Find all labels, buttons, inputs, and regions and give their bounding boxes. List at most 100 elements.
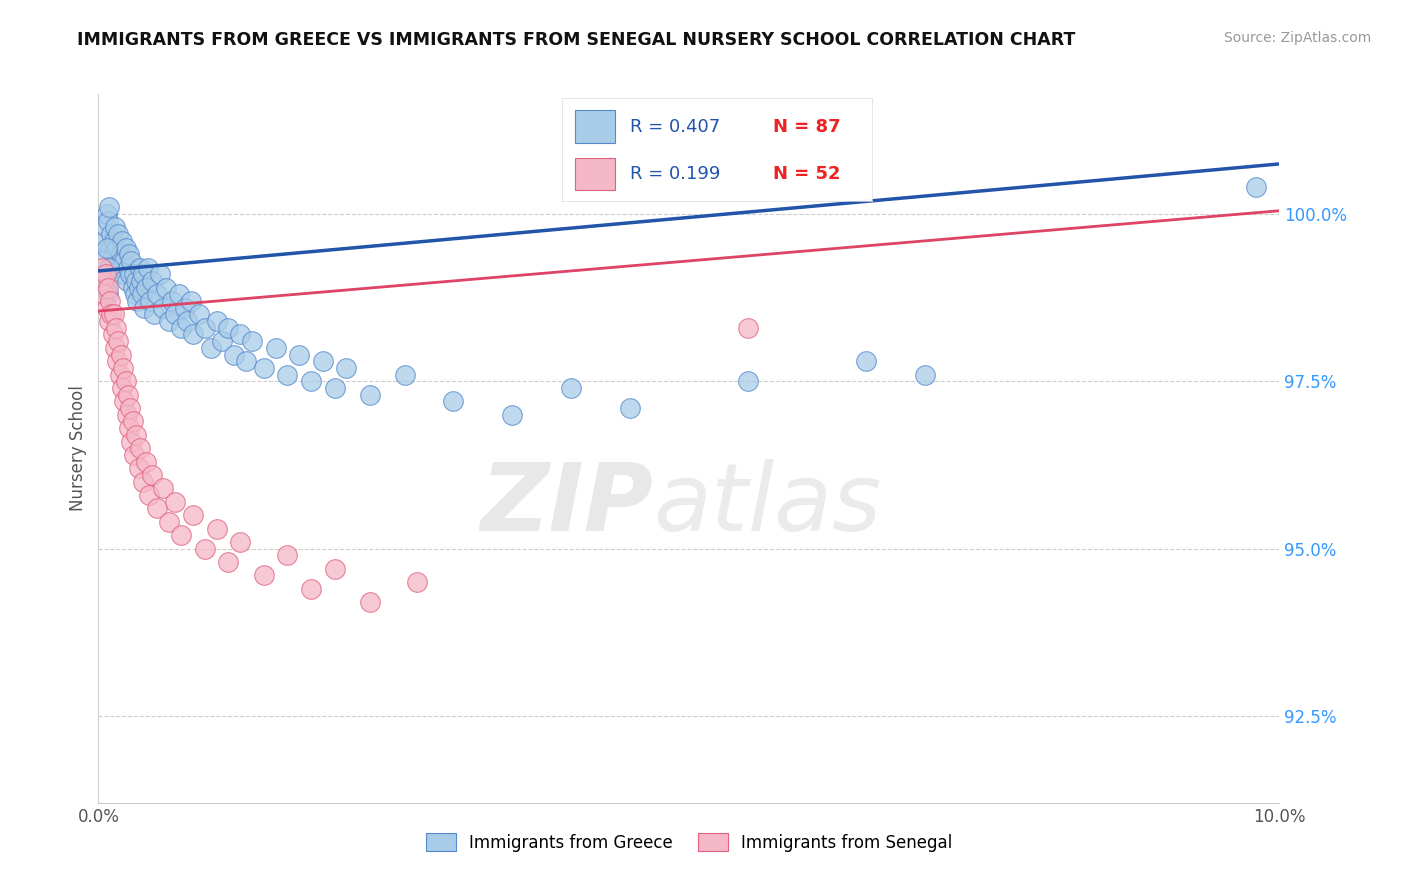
Point	[914, 368, 936, 382]
Point	[108, 260, 131, 275]
Point	[121, 434, 143, 449]
Point	[217, 555, 239, 569]
Point	[160, 293, 183, 308]
Point	[114, 374, 136, 388]
Point	[299, 582, 322, 596]
Point	[157, 314, 180, 328]
Point	[115, 408, 138, 422]
Point	[312, 354, 335, 368]
Point	[224, 347, 246, 361]
Point	[335, 360, 357, 375]
Point	[94, 220, 117, 235]
Point	[264, 341, 287, 355]
Text: atlas: atlas	[654, 459, 882, 550]
Point	[253, 568, 276, 582]
Point	[117, 260, 139, 275]
Point	[501, 408, 523, 422]
Point	[229, 535, 252, 549]
Point	[157, 515, 180, 529]
Point	[135, 454, 157, 468]
Point	[132, 475, 155, 489]
Point	[128, 461, 150, 475]
Point	[135, 280, 157, 294]
Point	[125, 274, 148, 288]
Point	[139, 293, 162, 308]
Point	[406, 574, 429, 589]
Point	[359, 387, 381, 401]
Point	[211, 334, 233, 349]
Point	[103, 234, 125, 248]
Point	[323, 561, 346, 575]
Point	[120, 268, 142, 282]
Text: R = 0.407: R = 0.407	[630, 118, 721, 136]
Point	[235, 354, 257, 368]
Point	[97, 213, 120, 227]
Point	[91, 274, 114, 288]
Point	[359, 595, 381, 609]
Point	[105, 320, 128, 334]
Point	[176, 314, 198, 328]
Point	[560, 381, 582, 395]
Point	[118, 247, 141, 261]
Point	[114, 240, 136, 254]
Point	[110, 247, 132, 261]
Point	[217, 320, 239, 334]
Point	[136, 260, 159, 275]
Point	[115, 274, 138, 288]
Point	[107, 334, 129, 349]
Point	[181, 508, 204, 523]
Point	[94, 268, 117, 282]
Point	[93, 287, 115, 301]
Point	[105, 240, 128, 254]
Point	[138, 488, 160, 502]
Point	[93, 268, 115, 282]
Legend: Immigrants from Greece, Immigrants from Senegal: Immigrants from Greece, Immigrants from …	[419, 827, 959, 858]
Point	[299, 374, 322, 388]
Point	[180, 293, 202, 308]
Point	[129, 274, 152, 288]
Point	[152, 481, 174, 495]
Point	[121, 280, 143, 294]
Point	[111, 234, 134, 248]
FancyBboxPatch shape	[575, 111, 614, 144]
Point	[96, 207, 118, 221]
Point	[96, 240, 118, 254]
Point	[117, 387, 139, 401]
Text: IMMIGRANTS FROM GREECE VS IMMIGRANTS FROM SENEGAL NURSERY SCHOOL CORRELATION CHA: IMMIGRANTS FROM GREECE VS IMMIGRANTS FRO…	[77, 31, 1076, 49]
Point	[100, 227, 122, 241]
Point	[108, 368, 131, 382]
Point	[134, 301, 156, 315]
Point	[118, 421, 141, 435]
Point	[229, 327, 252, 342]
Point	[107, 227, 129, 241]
Point	[131, 287, 153, 301]
Point	[240, 334, 263, 349]
Y-axis label: Nursery School: Nursery School	[69, 385, 87, 511]
Point	[181, 327, 204, 342]
Point	[91, 260, 114, 275]
Point	[121, 253, 143, 268]
Point	[205, 522, 228, 536]
Point	[122, 448, 145, 462]
Point	[200, 341, 222, 355]
Point	[170, 320, 193, 334]
Point	[112, 394, 135, 409]
Point	[141, 274, 163, 288]
Point	[98, 260, 121, 275]
Point	[104, 341, 127, 355]
Point	[152, 301, 174, 315]
Text: R = 0.199: R = 0.199	[630, 165, 721, 183]
Point	[101, 247, 124, 261]
Point	[194, 320, 217, 334]
Point	[98, 201, 121, 215]
Point	[98, 293, 121, 308]
Point	[122, 268, 145, 282]
Point	[94, 280, 117, 294]
Point	[1244, 180, 1267, 194]
Text: N = 87: N = 87	[773, 118, 841, 136]
Point	[105, 354, 128, 368]
Point	[165, 307, 187, 321]
Point	[276, 548, 298, 562]
Point	[165, 494, 187, 508]
Text: N = 52: N = 52	[773, 165, 841, 183]
